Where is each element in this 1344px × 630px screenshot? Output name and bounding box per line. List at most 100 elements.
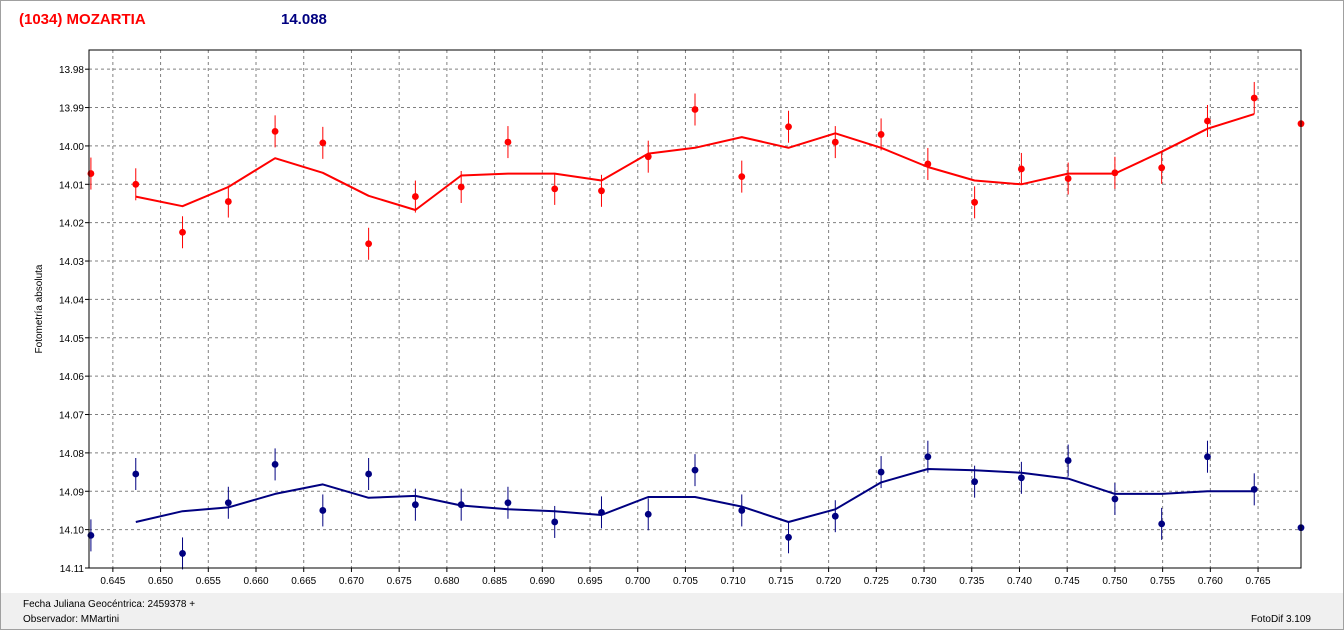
fit-line-series-1 bbox=[135, 468, 1255, 523]
data-point bbox=[785, 123, 792, 131]
x-tick-label: 0.745 bbox=[1055, 576, 1080, 587]
y-tick-label: 13.99 bbox=[59, 104, 84, 115]
x-tick-label: 0.765 bbox=[1246, 576, 1271, 587]
data-point bbox=[1250, 485, 1258, 493]
data-point bbox=[831, 138, 839, 146]
data-point bbox=[551, 518, 559, 526]
data-point bbox=[1204, 117, 1211, 125]
x-tick-label: 0.730 bbox=[912, 576, 937, 587]
data-point bbox=[1017, 165, 1025, 173]
data-point bbox=[1111, 169, 1119, 177]
data-point bbox=[224, 198, 232, 205]
x-tick-label: 0.750 bbox=[1102, 576, 1127, 587]
x-tick-label: 0.705 bbox=[673, 576, 698, 587]
data-point bbox=[504, 499, 512, 507]
x-tick-label: 0.725 bbox=[864, 576, 889, 587]
x-tick-label: 0.645 bbox=[100, 576, 125, 587]
data-point bbox=[457, 183, 465, 191]
data-point bbox=[504, 138, 512, 146]
x-tick-label: 0.740 bbox=[1007, 576, 1032, 587]
data-point bbox=[319, 507, 327, 514]
x-tick-label: 0.690 bbox=[530, 576, 555, 587]
x-tick-label: 0.695 bbox=[578, 576, 603, 587]
data-point bbox=[971, 198, 979, 206]
x-tick-label: 0.675 bbox=[387, 576, 412, 587]
data-point bbox=[877, 468, 885, 476]
x-tick-label: 0.760 bbox=[1198, 576, 1223, 587]
data-point bbox=[971, 478, 979, 486]
y-tick-label: 14.05 bbox=[59, 334, 84, 345]
x-tick-label: 0.655 bbox=[196, 576, 221, 587]
y-tick-label: 14.08 bbox=[59, 449, 84, 460]
data-point bbox=[1111, 495, 1119, 503]
data-point bbox=[179, 550, 186, 557]
data-point bbox=[411, 193, 419, 200]
data-point bbox=[1064, 457, 1072, 464]
axis-layer: 0.645 0.650 0.655 0.660 0.665 0.670 0.675 0.680… bbox=[59, 49, 1302, 587]
data-point bbox=[132, 470, 140, 478]
data-point bbox=[738, 507, 746, 514]
julian-date-label: Fecha Juliana Geocéntrica: 2459378 + bbox=[23, 599, 196, 610]
lightcurve-chart: 0.645 0.650 0.655 0.660 0.665 0.670 0.675 0.680… bbox=[34, 49, 1305, 587]
y-tick-label: 14.07 bbox=[59, 411, 84, 422]
x-tick-label: 0.685 bbox=[482, 576, 507, 587]
data-point bbox=[831, 512, 839, 520]
data-point bbox=[691, 466, 699, 474]
data-point bbox=[1204, 453, 1211, 461]
x-tick-label: 0.650 bbox=[148, 576, 173, 587]
y-tick-label: 14.00 bbox=[59, 142, 84, 153]
x-tick-label: 0.680 bbox=[434, 576, 459, 587]
x-tick-label: 0.665 bbox=[291, 576, 316, 587]
x-tick-label: 0.710 bbox=[721, 576, 746, 587]
x-tick-label: 0.670 bbox=[339, 576, 364, 587]
y-tick-label: 14.01 bbox=[59, 180, 84, 191]
reference-value: 14.088 bbox=[281, 11, 327, 28]
data-point bbox=[551, 185, 559, 193]
grid-layer bbox=[89, 50, 1301, 569]
data-point bbox=[365, 470, 373, 478]
data-point bbox=[271, 461, 279, 468]
software-version-label: FotoDif 3.109 bbox=[1250, 614, 1311, 625]
y-tick-label: 14.09 bbox=[59, 487, 84, 498]
y-tick-label: 14.02 bbox=[59, 219, 84, 230]
y-tick-label: 14.11 bbox=[60, 564, 85, 575]
data-point bbox=[179, 228, 186, 236]
data-point bbox=[319, 139, 327, 147]
data-point bbox=[132, 180, 140, 188]
data-point bbox=[924, 160, 932, 168]
data-point bbox=[365, 240, 373, 248]
y-axis-label: Fotometría absoluta bbox=[34, 264, 45, 353]
x-tick-label: 0.660 bbox=[243, 576, 268, 587]
data-point bbox=[1250, 94, 1258, 102]
data-point bbox=[411, 501, 419, 509]
y-tick-label: 14.04 bbox=[59, 295, 84, 306]
data-point bbox=[1064, 175, 1072, 182]
data-point bbox=[877, 131, 885, 138]
data-point bbox=[644, 153, 652, 161]
data-point bbox=[1158, 520, 1166, 528]
x-tick-label: 0.700 bbox=[625, 576, 650, 587]
data-point bbox=[457, 501, 465, 509]
data-point bbox=[738, 173, 746, 181]
x-tick-label: 0.720 bbox=[816, 576, 841, 587]
data-point bbox=[691, 106, 699, 113]
point-layer bbox=[87, 81, 1305, 570]
data-point bbox=[598, 508, 605, 516]
y-tick-label: 14.10 bbox=[59, 526, 84, 537]
data-point bbox=[785, 533, 792, 541]
plot-border bbox=[88, 49, 1302, 569]
data-point bbox=[924, 453, 932, 461]
x-tick-label: 0.755 bbox=[1150, 576, 1175, 587]
data-point bbox=[1158, 164, 1166, 172]
y-tick-label: 14.06 bbox=[59, 372, 84, 383]
observer-label: Observador: MMartini bbox=[23, 614, 120, 625]
x-tick-label: 0.715 bbox=[768, 576, 793, 587]
y-tick-label: 14.03 bbox=[59, 257, 84, 268]
x-tick-label: 0.735 bbox=[959, 576, 984, 587]
y-tick-label: 13.98 bbox=[59, 65, 84, 76]
data-point bbox=[1017, 474, 1025, 482]
data-point bbox=[598, 187, 605, 195]
data-point bbox=[271, 127, 279, 135]
object-title: (1034) MOZARTIA bbox=[19, 11, 146, 28]
